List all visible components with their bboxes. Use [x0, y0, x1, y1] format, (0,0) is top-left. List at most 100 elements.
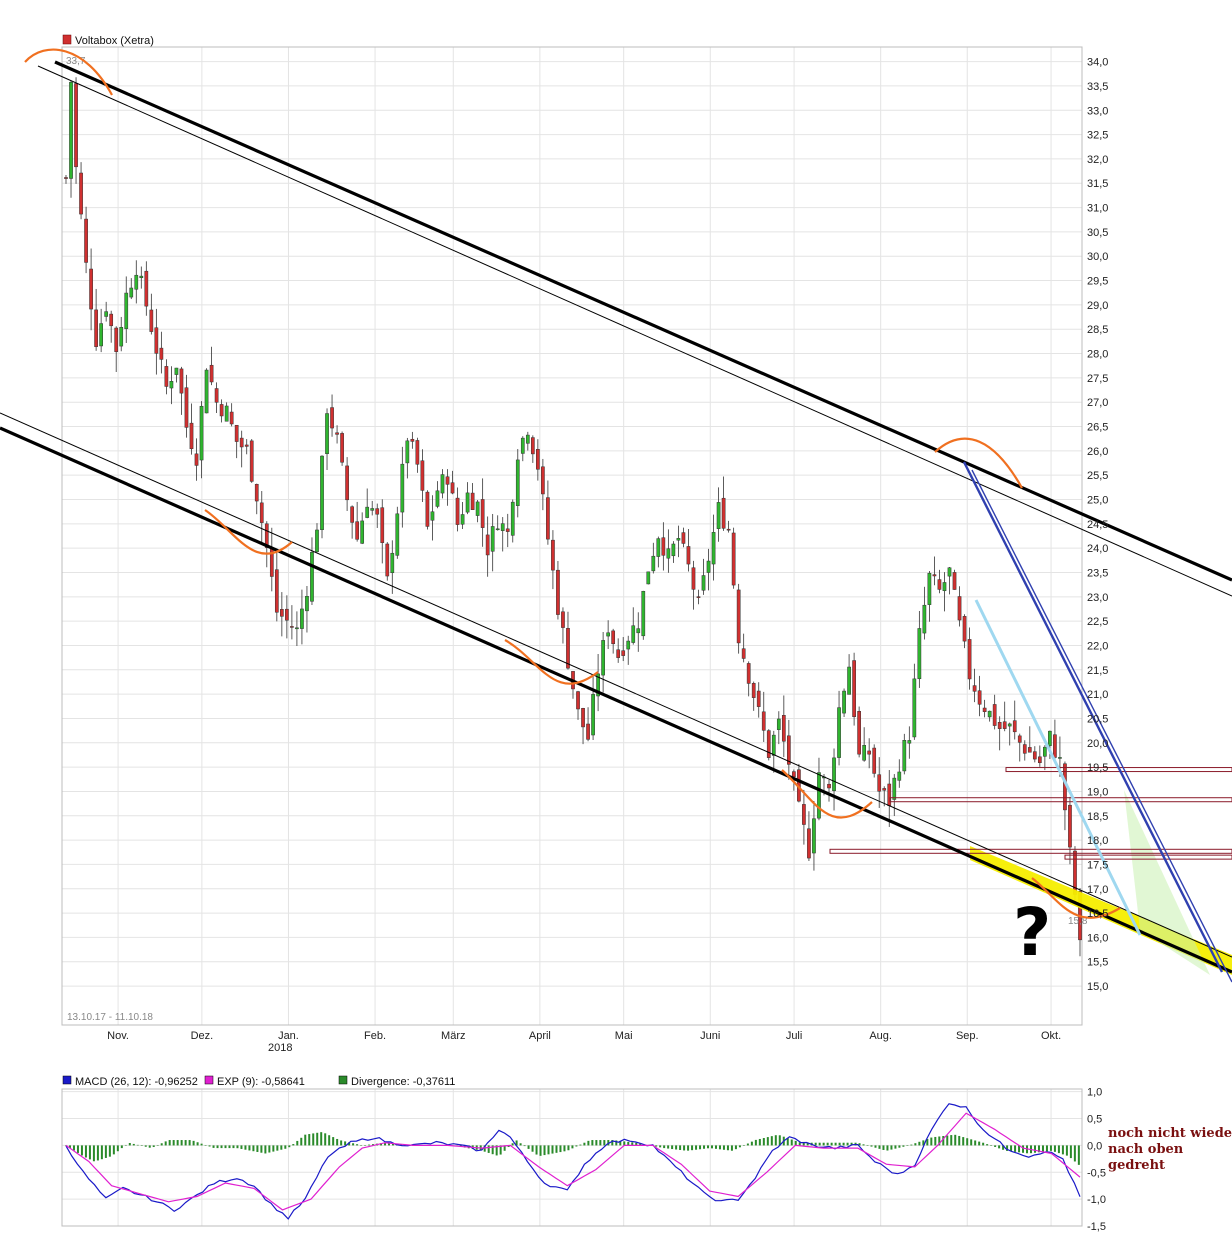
divergence-bar — [328, 1135, 331, 1146]
divergence-bar — [180, 1140, 183, 1146]
macd-legend-divergence: Divergence: -0,37611 — [351, 1076, 455, 1088]
candle — [721, 476, 726, 531]
candle — [1022, 740, 1027, 761]
channel-lower-thick — [0, 426, 1232, 974]
price-grid — [62, 47, 1082, 1025]
divergence-bar — [547, 1145, 550, 1155]
divergence-bar — [356, 1144, 359, 1146]
divergence-bar — [188, 1140, 191, 1146]
divergence-bar — [583, 1142, 586, 1146]
divergence-bar — [523, 1145, 526, 1147]
divergence-bar — [168, 1140, 171, 1146]
candle — [606, 620, 610, 650]
candle — [380, 499, 385, 564]
candle — [1017, 733, 1022, 762]
candle — [239, 430, 244, 468]
divergence-bar — [814, 1142, 817, 1146]
candle — [912, 663, 917, 740]
divergence-bar — [591, 1140, 594, 1146]
divergence-bar — [212, 1145, 215, 1148]
candle — [917, 610, 922, 688]
price-y-tick-label: 19,0 — [1087, 786, 1108, 798]
divergence-bar — [252, 1145, 255, 1152]
candle — [525, 431, 530, 451]
macd-legend-swatch-macd — [62, 1075, 72, 1085]
candles — [64, 77, 1082, 957]
price-y-tick-label: 25,0 — [1087, 495, 1108, 507]
signal-line — [65, 1112, 1081, 1211]
candle — [410, 431, 415, 449]
divergence-bar — [734, 1145, 737, 1150]
candle — [686, 528, 691, 572]
candle — [465, 482, 470, 515]
candle — [691, 560, 696, 610]
divergence-bar — [898, 1145, 901, 1148]
price-y-tick-label: 21,0 — [1087, 689, 1108, 701]
divergence-bar — [762, 1138, 765, 1146]
divergence-bar — [511, 1143, 514, 1146]
orange-arc-juli — [781, 769, 873, 819]
candle — [440, 469, 445, 499]
candle — [104, 301, 109, 322]
candle — [967, 627, 972, 690]
divergence-bar — [531, 1145, 534, 1152]
price-x-tick-label: Juni — [700, 1030, 720, 1042]
divergence-bar — [742, 1145, 745, 1146]
divergence-bar — [164, 1141, 167, 1146]
divergence-bar — [288, 1145, 291, 1148]
candle — [766, 729, 771, 761]
candle — [330, 394, 334, 437]
divergence-bar — [316, 1132, 319, 1146]
divergence-bar — [116, 1145, 119, 1152]
price-x-tick-label: März — [441, 1030, 465, 1042]
candle — [832, 748, 836, 811]
divergence-bar — [918, 1141, 921, 1146]
divergence-bar — [667, 1145, 670, 1149]
divergence-bar — [990, 1145, 993, 1146]
macd-y-tick-label: 0,0 — [1087, 1140, 1102, 1152]
price-y-tick-label: 23,5 — [1087, 567, 1108, 579]
divergence-bar — [387, 1143, 390, 1146]
candle — [972, 668, 977, 703]
price-x-axis: Nov. Dez. Jan. Feb. März April Mai Juni Juli Aug.… — [107, 1030, 1061, 1042]
candle — [219, 399, 224, 423]
divergence-bar — [834, 1142, 837, 1146]
divergence-bar — [144, 1145, 147, 1147]
candle — [631, 607, 636, 645]
orange-arc-peak-start — [24, 48, 113, 96]
price-y-tick-label: 19,5 — [1087, 762, 1108, 774]
macd-y-tick-label: 1,0 — [1087, 1087, 1102, 1099]
candle — [395, 506, 400, 559]
divergence-bar — [707, 1145, 710, 1149]
price-x-tick-label: Sep. — [956, 1030, 979, 1042]
divergence-bar — [946, 1135, 949, 1146]
divergence-bar — [543, 1145, 546, 1156]
divergence-bar — [132, 1143, 135, 1146]
divergence-bar — [830, 1142, 833, 1146]
divergence-bar — [962, 1137, 965, 1146]
divergence-bar — [176, 1140, 179, 1146]
macd-legend-exp: EXP (9): -0,58641 — [217, 1076, 305, 1088]
candle — [997, 716, 1002, 751]
candle — [626, 635, 631, 665]
divergence-bar — [352, 1143, 355, 1146]
divergence-bar — [970, 1139, 973, 1146]
candle — [84, 206, 88, 274]
candle — [862, 727, 866, 762]
candle — [586, 707, 590, 742]
candle — [561, 607, 565, 644]
macd-y-tick-label: 0,5 — [1087, 1114, 1102, 1126]
candle — [897, 759, 902, 788]
divergence-bar — [850, 1142, 853, 1146]
candle — [285, 595, 289, 639]
divergence-bar — [746, 1143, 749, 1146]
candle — [119, 316, 124, 352]
divergence-bar — [172, 1140, 175, 1146]
candle — [847, 654, 851, 695]
divergence-bar — [499, 1145, 502, 1155]
peak-label: 33,7 — [66, 56, 86, 67]
candle — [591, 673, 595, 741]
divergence-bar — [100, 1145, 103, 1160]
candle — [445, 469, 450, 506]
candle — [390, 540, 395, 594]
